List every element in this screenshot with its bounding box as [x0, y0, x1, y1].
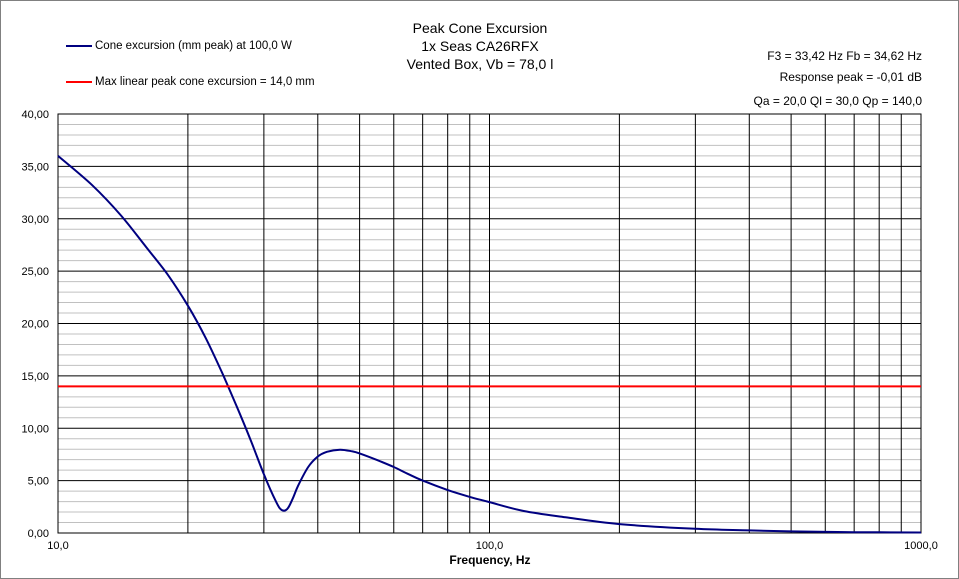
- chart-title-line-2: 1x Seas CA26RFX: [421, 38, 539, 54]
- plot-area-border: [57, 113, 922, 534]
- legend-entry-max-linear: Max linear peak cone excursion = 14,0 mm: [66, 76, 315, 88]
- x-tick-label: 1000,0: [904, 540, 938, 552]
- y-tick-label: 25,00: [21, 266, 49, 278]
- y-tick-label: 10,00: [21, 423, 49, 435]
- x-tick-label: 10,0: [47, 540, 68, 552]
- legend-label-max-linear: Max linear peak cone excursion = 14,0 mm: [95, 76, 315, 88]
- series-group: [57, 155, 922, 534]
- legend-swatch-max-linear: [66, 80, 92, 83]
- legend-entry-cone-excursion: Cone excursion (mm peak) at 100,0 W: [66, 40, 292, 52]
- legend-swatch-cone-excursion: [66, 44, 92, 47]
- y-tick-label: 15,00: [21, 371, 49, 383]
- y-tick-label: 30,00: [21, 214, 49, 226]
- y-tick-label: 5,00: [28, 476, 49, 488]
- info-q-values: Qa = 20,0 Ql = 30,0 Qp = 140,0: [753, 94, 922, 108]
- y-tick-label: 0,00: [28, 528, 49, 540]
- chart-title-line-1: Peak Cone Excursion: [412, 20, 548, 36]
- y-tick-label: 35,00: [21, 161, 49, 173]
- major-grid: [58, 114, 921, 533]
- y-tick-label: 40,00: [21, 109, 49, 121]
- info-response-peak: Response peak = -0,01 dB: [779, 70, 922, 84]
- series-line-cone-excursion: [57, 155, 922, 534]
- tick-labels: 0,00 5,00 10,00 15,00 20,00 25,00 30,00 35,00 40…: [21, 109, 937, 552]
- y-tick-label: 20,00: [21, 319, 49, 331]
- legend-label-cone-excursion: Cone excursion (mm peak) at 100,0 W: [95, 40, 292, 52]
- chart-title-line-3: Vented Box, Vb = 78,0 l: [406, 56, 554, 72]
- x-tick-label: 100,0: [476, 540, 504, 552]
- x-axis-label: Frequency, Hz: [449, 553, 531, 567]
- info-f3-fb: F3 = 33,42 Hz Fb = 34,62 Hz: [767, 49, 922, 63]
